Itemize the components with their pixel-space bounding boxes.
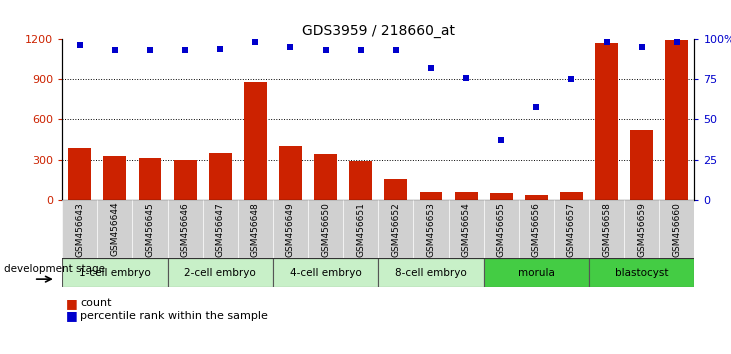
Text: GSM456643: GSM456643 [75, 202, 84, 257]
Text: GSM456644: GSM456644 [110, 202, 119, 256]
Text: GSM456652: GSM456652 [391, 202, 401, 257]
Point [566, 76, 577, 82]
Point [390, 47, 402, 53]
Bar [519, 200, 554, 258]
Bar [62, 258, 167, 287]
Text: ■: ■ [66, 297, 77, 310]
Bar [349, 161, 372, 200]
Text: GSM456650: GSM456650 [321, 202, 330, 257]
Bar [139, 158, 162, 200]
Point [144, 47, 156, 53]
Text: GSM456648: GSM456648 [251, 202, 260, 257]
Point [496, 138, 507, 143]
Bar [484, 258, 589, 287]
Point [319, 47, 331, 53]
Text: GSM456659: GSM456659 [637, 202, 646, 257]
Point [284, 44, 296, 50]
Point [249, 39, 261, 45]
Point [214, 46, 226, 51]
Text: GSM456656: GSM456656 [532, 202, 541, 257]
Text: development stage: development stage [4, 264, 105, 274]
Text: 4-cell embryo: 4-cell embryo [289, 268, 361, 278]
Point [425, 65, 437, 71]
Bar [209, 153, 232, 200]
Bar [624, 200, 659, 258]
Bar [385, 178, 407, 200]
Bar [665, 40, 689, 200]
Bar [595, 43, 618, 200]
Bar [379, 258, 484, 287]
Point [461, 75, 472, 80]
Bar [132, 200, 167, 258]
Text: 2-cell embryo: 2-cell embryo [184, 268, 256, 278]
Text: percentile rank within the sample: percentile rank within the sample [80, 311, 268, 321]
Text: ■: ■ [66, 309, 77, 322]
Text: GSM456646: GSM456646 [181, 202, 189, 257]
Bar [62, 200, 97, 258]
Bar [103, 156, 126, 200]
Bar [414, 200, 449, 258]
Point [74, 42, 86, 48]
Bar [659, 200, 694, 258]
Text: 8-cell embryo: 8-cell embryo [395, 268, 467, 278]
Point [355, 47, 366, 53]
Point [531, 104, 542, 109]
Text: GSM456655: GSM456655 [497, 202, 506, 257]
Bar [525, 195, 548, 200]
Text: GSM456647: GSM456647 [216, 202, 224, 257]
Bar [244, 82, 267, 200]
Text: GSM456658: GSM456658 [602, 202, 611, 257]
Bar [167, 200, 202, 258]
Bar [308, 200, 343, 258]
Bar [420, 192, 442, 200]
Text: GSM456660: GSM456660 [673, 202, 681, 257]
Text: GSM456649: GSM456649 [286, 202, 295, 257]
Bar [379, 200, 414, 258]
Bar [449, 200, 484, 258]
Bar [167, 258, 273, 287]
Point [601, 39, 613, 45]
Point [636, 44, 648, 50]
Text: count: count [80, 298, 112, 308]
Text: GSM456654: GSM456654 [461, 202, 471, 257]
Bar [97, 200, 132, 258]
Bar [68, 148, 91, 200]
Text: GSM456657: GSM456657 [567, 202, 576, 257]
Bar [589, 200, 624, 258]
Bar [554, 200, 589, 258]
Bar [273, 200, 308, 258]
Text: morula: morula [518, 268, 555, 278]
Bar [560, 192, 583, 200]
Title: GDS3959 / 218660_at: GDS3959 / 218660_at [302, 24, 455, 38]
Text: GSM456651: GSM456651 [356, 202, 366, 257]
Text: 1-cell embryo: 1-cell embryo [79, 268, 151, 278]
Text: GSM456653: GSM456653 [426, 202, 436, 257]
Bar [174, 160, 197, 200]
Bar [279, 146, 302, 200]
Bar [314, 154, 337, 200]
Bar [490, 193, 512, 200]
Point [179, 47, 191, 53]
Point [109, 47, 121, 53]
Bar [238, 200, 273, 258]
Bar [343, 200, 379, 258]
Bar [484, 200, 519, 258]
Bar [630, 130, 654, 200]
Bar [273, 258, 379, 287]
Bar [589, 258, 694, 287]
Text: GSM456645: GSM456645 [145, 202, 154, 257]
Text: blastocyst: blastocyst [615, 268, 669, 278]
Bar [455, 192, 477, 200]
Bar [202, 200, 238, 258]
Point [671, 39, 683, 45]
